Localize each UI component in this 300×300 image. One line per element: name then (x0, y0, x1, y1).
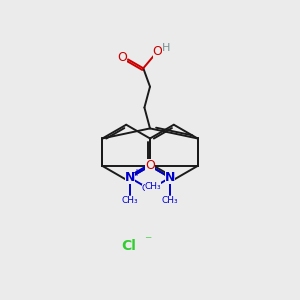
Text: CH₃: CH₃ (122, 196, 138, 205)
Text: O: O (117, 51, 127, 64)
Text: O: O (153, 45, 163, 58)
Text: CH₃: CH₃ (142, 184, 158, 193)
Text: N: N (165, 171, 175, 184)
Text: +: + (132, 168, 140, 178)
Text: Cl: Cl (121, 239, 136, 253)
Text: CH₃: CH₃ (145, 182, 161, 191)
Text: ⁻: ⁻ (144, 234, 152, 248)
Text: H: H (162, 43, 171, 53)
Text: O: O (145, 159, 155, 172)
Text: N: N (124, 171, 135, 184)
Text: CH₃: CH₃ (162, 196, 178, 205)
